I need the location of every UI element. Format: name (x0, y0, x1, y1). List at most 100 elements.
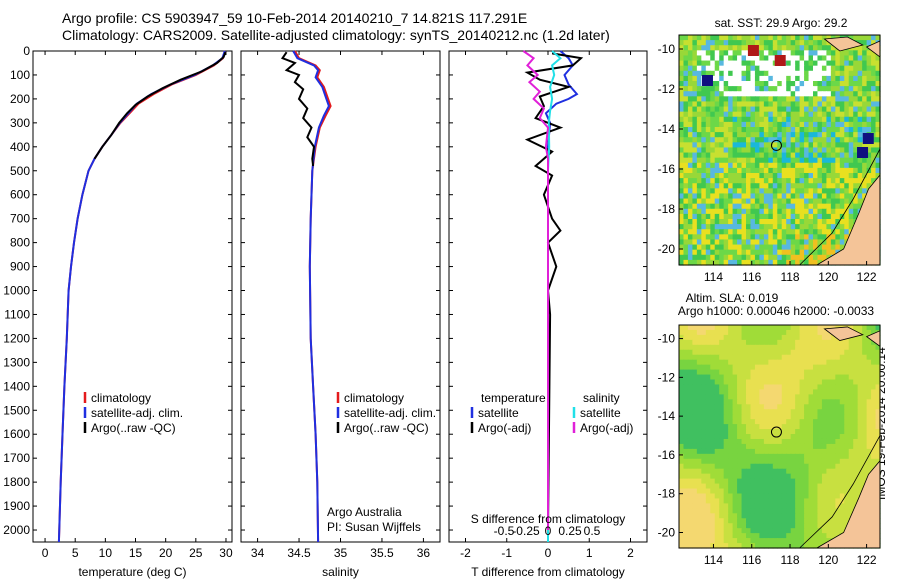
sst_map-cell (817, 173, 823, 179)
sla_map-cell (723, 468, 729, 475)
sst_map-cell (696, 147, 702, 154)
sla_map-cell (835, 339, 841, 346)
sla_map-cell (813, 483, 819, 490)
sla_map-cell (737, 448, 743, 455)
sst_map-cell (710, 234, 716, 241)
sst_map-cell (750, 81, 756, 87)
sst_map-cell (871, 147, 877, 154)
salinity-xtick-label: 35 (334, 546, 348, 560)
sla_map-cell (705, 468, 711, 475)
sst_map-cell (768, 234, 774, 241)
sst_map-cell (790, 198, 796, 205)
sst_map-cell (871, 50, 877, 57)
sst_map-cell (687, 152, 693, 159)
sst_map-cell (683, 213, 689, 220)
sst_map-cell (696, 173, 702, 179)
sla_map-cell (701, 364, 707, 371)
sla_map-cell (830, 424, 836, 430)
sla_map-cell (759, 503, 765, 509)
sla_map-cell (679, 518, 685, 524)
sst_map-cell (737, 229, 743, 235)
sst_map-cell (777, 244, 783, 251)
sst_map-cell (732, 45, 738, 51)
sst_map-cell (835, 173, 841, 179)
sla_map-cell (705, 369, 711, 376)
sst_map-cell (723, 137, 729, 143)
sst_map-cell (759, 60, 765, 67)
sst_map-cell (808, 183, 814, 189)
sst_map-cell (741, 183, 747, 189)
sla_map-cell (754, 329, 760, 336)
sla_map-cell (696, 374, 702, 381)
sst_map-cell (772, 101, 778, 108)
sst_map-cell (808, 249, 814, 256)
sla_map-cell (799, 394, 805, 400)
sst_map-cell (732, 229, 738, 235)
sst_map-cell (696, 111, 702, 118)
sst_map-cell (714, 157, 720, 164)
sla_map-cell (710, 429, 716, 435)
sla_map-cell (808, 359, 814, 366)
sst_map-cell (741, 45, 747, 51)
sst_map-cell (768, 121, 774, 128)
sla_map-cell (817, 344, 823, 351)
sla_map-cell (701, 498, 707, 504)
sla_map-cell (795, 513, 801, 519)
sst_map-cell (821, 193, 827, 200)
sst_map-cell (857, 142, 863, 149)
sla_map-cell (777, 508, 783, 514)
sla_map-cell (723, 513, 729, 519)
sst_map-cell (781, 101, 787, 108)
sst_map-cell (714, 203, 720, 210)
sla_map-cell (813, 523, 819, 529)
sla_map-cell (754, 349, 760, 356)
sst_map-cell (772, 91, 778, 97)
diff-legend-entry: Argo(-adj) (580, 421, 633, 435)
sla_map-cell (804, 468, 810, 475)
sla_map-cell (746, 498, 752, 504)
sla_map-cell (866, 325, 872, 331)
sla_map-cell (795, 498, 801, 504)
sst_map-cell (683, 167, 689, 174)
sst_map-cell (821, 162, 827, 169)
sla_map-cell (705, 379, 711, 386)
sla_map-cell (679, 508, 685, 514)
sst_map-cell (839, 132, 845, 138)
sst_map-cell (808, 147, 814, 154)
sst_map-cell (848, 101, 854, 108)
sla_map-cell (687, 334, 693, 341)
sst_map-cell (754, 162, 760, 169)
sst_map-cell (826, 142, 832, 149)
sla_map-cell (821, 399, 827, 405)
sst_map-cell (839, 219, 845, 225)
sla_map-cell (705, 374, 711, 381)
sla_map-cell (835, 493, 841, 500)
sst_map-cell (821, 203, 827, 210)
sla_map-cell (754, 458, 760, 465)
sla_map-cell (759, 528, 765, 534)
sla_map-cell (813, 384, 819, 391)
sst_map-cell (786, 111, 792, 118)
sla_map-cell (862, 369, 868, 376)
sla_map-cell (728, 354, 734, 361)
sst_map-cell (692, 198, 698, 205)
sla_map-cell (839, 379, 845, 386)
sst_map-cell (746, 121, 752, 128)
sst_map-cell (848, 81, 854, 87)
sla_map-cell (763, 538, 769, 544)
sst_map-cell (875, 173, 881, 179)
sst_map-cell (679, 55, 685, 62)
sst_map-cell (705, 147, 711, 154)
sla_map-cell (714, 528, 720, 534)
sst_map-cell (853, 173, 859, 179)
sla_map-cell (781, 493, 787, 500)
sst_map-cell (786, 142, 792, 149)
sla_map-cell (754, 478, 760, 485)
sst_map-cell (728, 188, 734, 195)
sla_map-cell (759, 419, 765, 425)
sla_map-cell (790, 533, 796, 539)
sst_map-cell (759, 188, 765, 195)
sla_map-cell (817, 334, 823, 341)
sst_map-cell (750, 249, 756, 256)
sst_map-cell (799, 188, 805, 195)
